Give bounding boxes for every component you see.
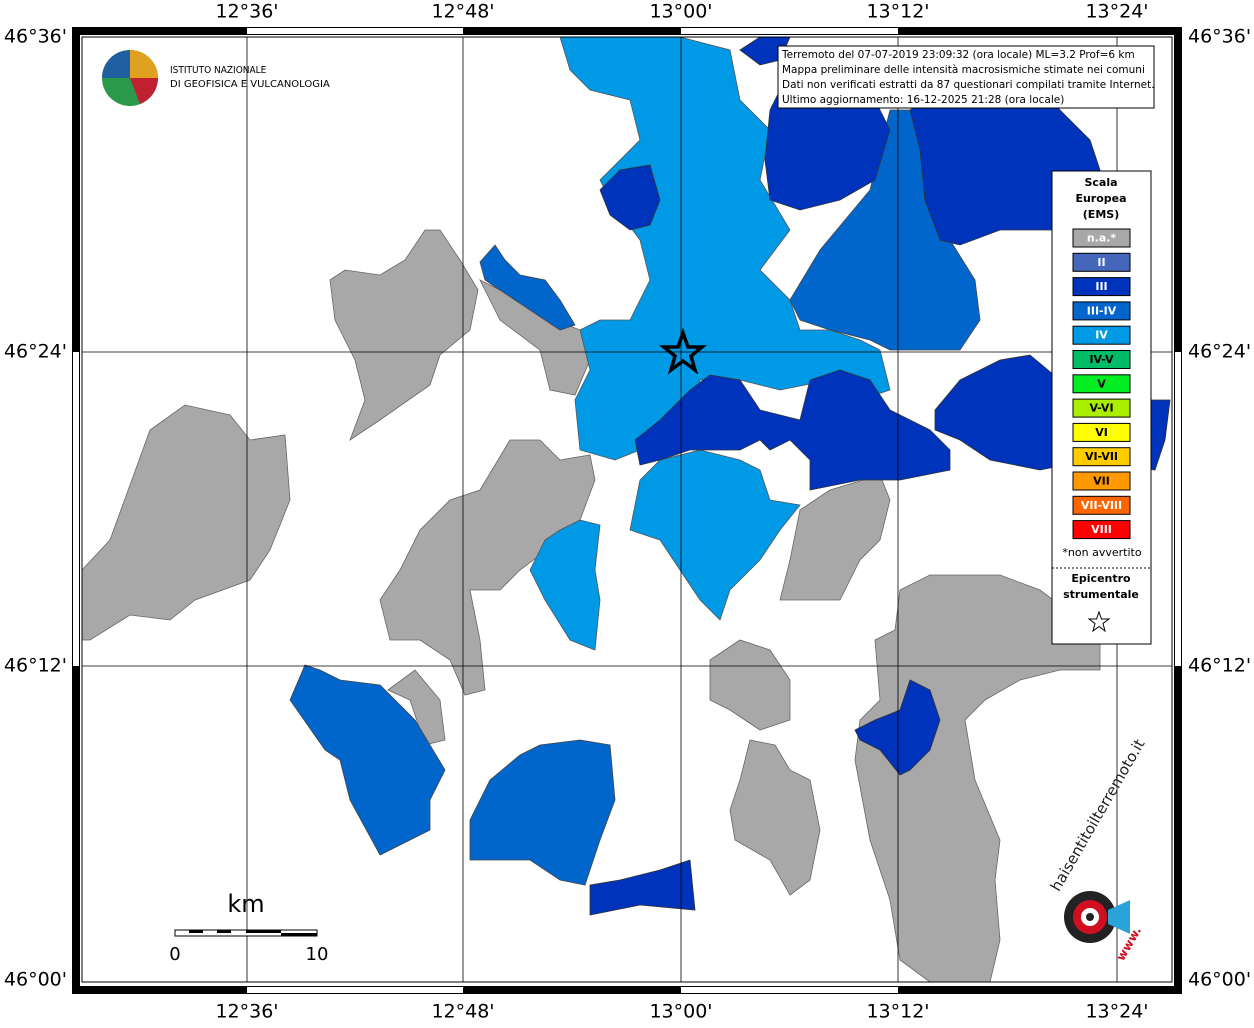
- longitude-label: 13°12': [866, 1001, 929, 1023]
- legend-label: VII: [1093, 475, 1110, 488]
- legend-swatch: [1072, 495, 1131, 515]
- epicenter-label: strumentale: [1063, 588, 1139, 601]
- info-line: Terremoto del 07-07-2019 23:09:32 (ora l…: [781, 49, 1135, 61]
- latitude-label: 46°00': [1188, 969, 1251, 991]
- area: [469, 739, 616, 886]
- legend-swatch: [1072, 350, 1131, 369]
- legend-swatch: [1072, 398, 1131, 418]
- legend-label: n.a.*: [1087, 232, 1117, 245]
- ingv-logo: ISTITUTO NAZIONALE DI GEOFISICA E VULCAN…: [102, 50, 330, 106]
- area: [589, 859, 696, 916]
- latitude-label: 46°12': [4, 655, 67, 677]
- frame: [72, 27, 1182, 994]
- hsit-logo: haisentitoilterremoto.it www.: [1047, 736, 1149, 963]
- info-line: Ultimo aggiornamento: 16-12-2025 21:28 (…: [782, 94, 1064, 106]
- epicenter-star: [659, 327, 707, 375]
- longitude-label: 13°24': [1085, 1, 1148, 23]
- area: [599, 164, 661, 231]
- graticule: [82, 37, 1172, 982]
- area: [329, 229, 479, 442]
- legend-label: IV: [1095, 329, 1108, 342]
- legend-label: VIII: [1091, 523, 1112, 536]
- legend-swatch: [1072, 447, 1131, 467]
- legend-swatch: [1072, 277, 1131, 297]
- info-line: Dati non verificati estratti da 87 quest…: [782, 79, 1155, 91]
- area: [709, 639, 791, 731]
- legend-label: VI-VII: [1085, 450, 1118, 463]
- legend-label: III-IV: [1087, 304, 1117, 317]
- institute-line: DI GEOFISICA E VULCANOLOGIA: [170, 79, 330, 90]
- site-name: haisentitoilterremoto.it: [1047, 736, 1149, 894]
- latitude-label: 46°24': [1188, 341, 1251, 363]
- area: [82, 404, 291, 641]
- institute-line: ISTITUTO NAZIONALE: [170, 65, 267, 76]
- legend-label: VI: [1095, 426, 1108, 439]
- area: [629, 449, 801, 621]
- legend-label: III: [1095, 280, 1107, 293]
- info-box: Terremoto del 07-07-2019 23:09:32 (ora l…: [777, 45, 1155, 109]
- legend-star: [1087, 610, 1111, 633]
- legend-swatch: [1072, 301, 1131, 321]
- latitude-label: 46°24': [4, 341, 67, 363]
- area: [634, 369, 951, 491]
- area: [289, 664, 446, 856]
- latitude-label: 46°36': [1188, 26, 1251, 48]
- legend-swatch: [1072, 422, 1131, 442]
- scale-bar: km 0 10: [169, 890, 328, 965]
- info-line: Mappa preliminare delle intensità macros…: [782, 64, 1145, 76]
- site-prefix: www.: [1114, 924, 1145, 963]
- legend-label: IV-V: [1089, 353, 1114, 366]
- latitude-label: 46°00': [4, 969, 67, 991]
- longitude-label: 12°36': [215, 1001, 278, 1023]
- legend-title: Scala: [1084, 176, 1117, 189]
- legend-swatch: [1072, 252, 1131, 272]
- legend-label: V: [1097, 377, 1106, 390]
- legend-note: *non avvertito: [1062, 546, 1141, 559]
- legend-label: V-VI: [1089, 402, 1113, 415]
- latitude-label: 46°12': [1188, 655, 1251, 677]
- area: [854, 679, 941, 776]
- epicenter-label: Epicentro: [1071, 572, 1131, 585]
- legend-title: Europea: [1075, 192, 1126, 205]
- area: [729, 739, 821, 896]
- scale-label: 10: [306, 944, 329, 965]
- municipalities: [82, 37, 1171, 982]
- legend-swatch: [1072, 471, 1131, 491]
- longitude-label: 12°48': [431, 1001, 494, 1023]
- area: [479, 244, 576, 331]
- longitude-label: 13°00': [649, 1, 712, 23]
- scale-label: 0: [169, 944, 180, 965]
- latitude-label: 46°36': [4, 26, 67, 48]
- area: [387, 669, 446, 746]
- longitude-label: 13°00': [649, 1001, 712, 1023]
- legend-swatch: [1072, 520, 1131, 540]
- legend-swatch: [1072, 325, 1131, 345]
- longitude-label: 12°48': [431, 1, 494, 23]
- scale-unit: km: [227, 890, 264, 918]
- legend-swatch: [1072, 374, 1131, 394]
- axis-labels: 12°36' 12°36' 12°48' 12°48' 13°00' 13°00' 13°1…: [4, 1, 1251, 1023]
- legend-swatch: [1072, 228, 1131, 248]
- legend-title: (EMS): [1083, 208, 1119, 221]
- longitude-label: 13°24': [1085, 1001, 1148, 1023]
- legend: Scala Europea (EMS) *non avvertito Epice…: [1051, 170, 1152, 645]
- area: [529, 519, 601, 651]
- longitude-label: 13°12': [866, 1, 929, 23]
- area: [779, 474, 891, 601]
- longitude-label: 12°36': [215, 1, 278, 23]
- legend-label: VII-VIII: [1081, 499, 1122, 512]
- legend-label: II: [1097, 256, 1105, 269]
